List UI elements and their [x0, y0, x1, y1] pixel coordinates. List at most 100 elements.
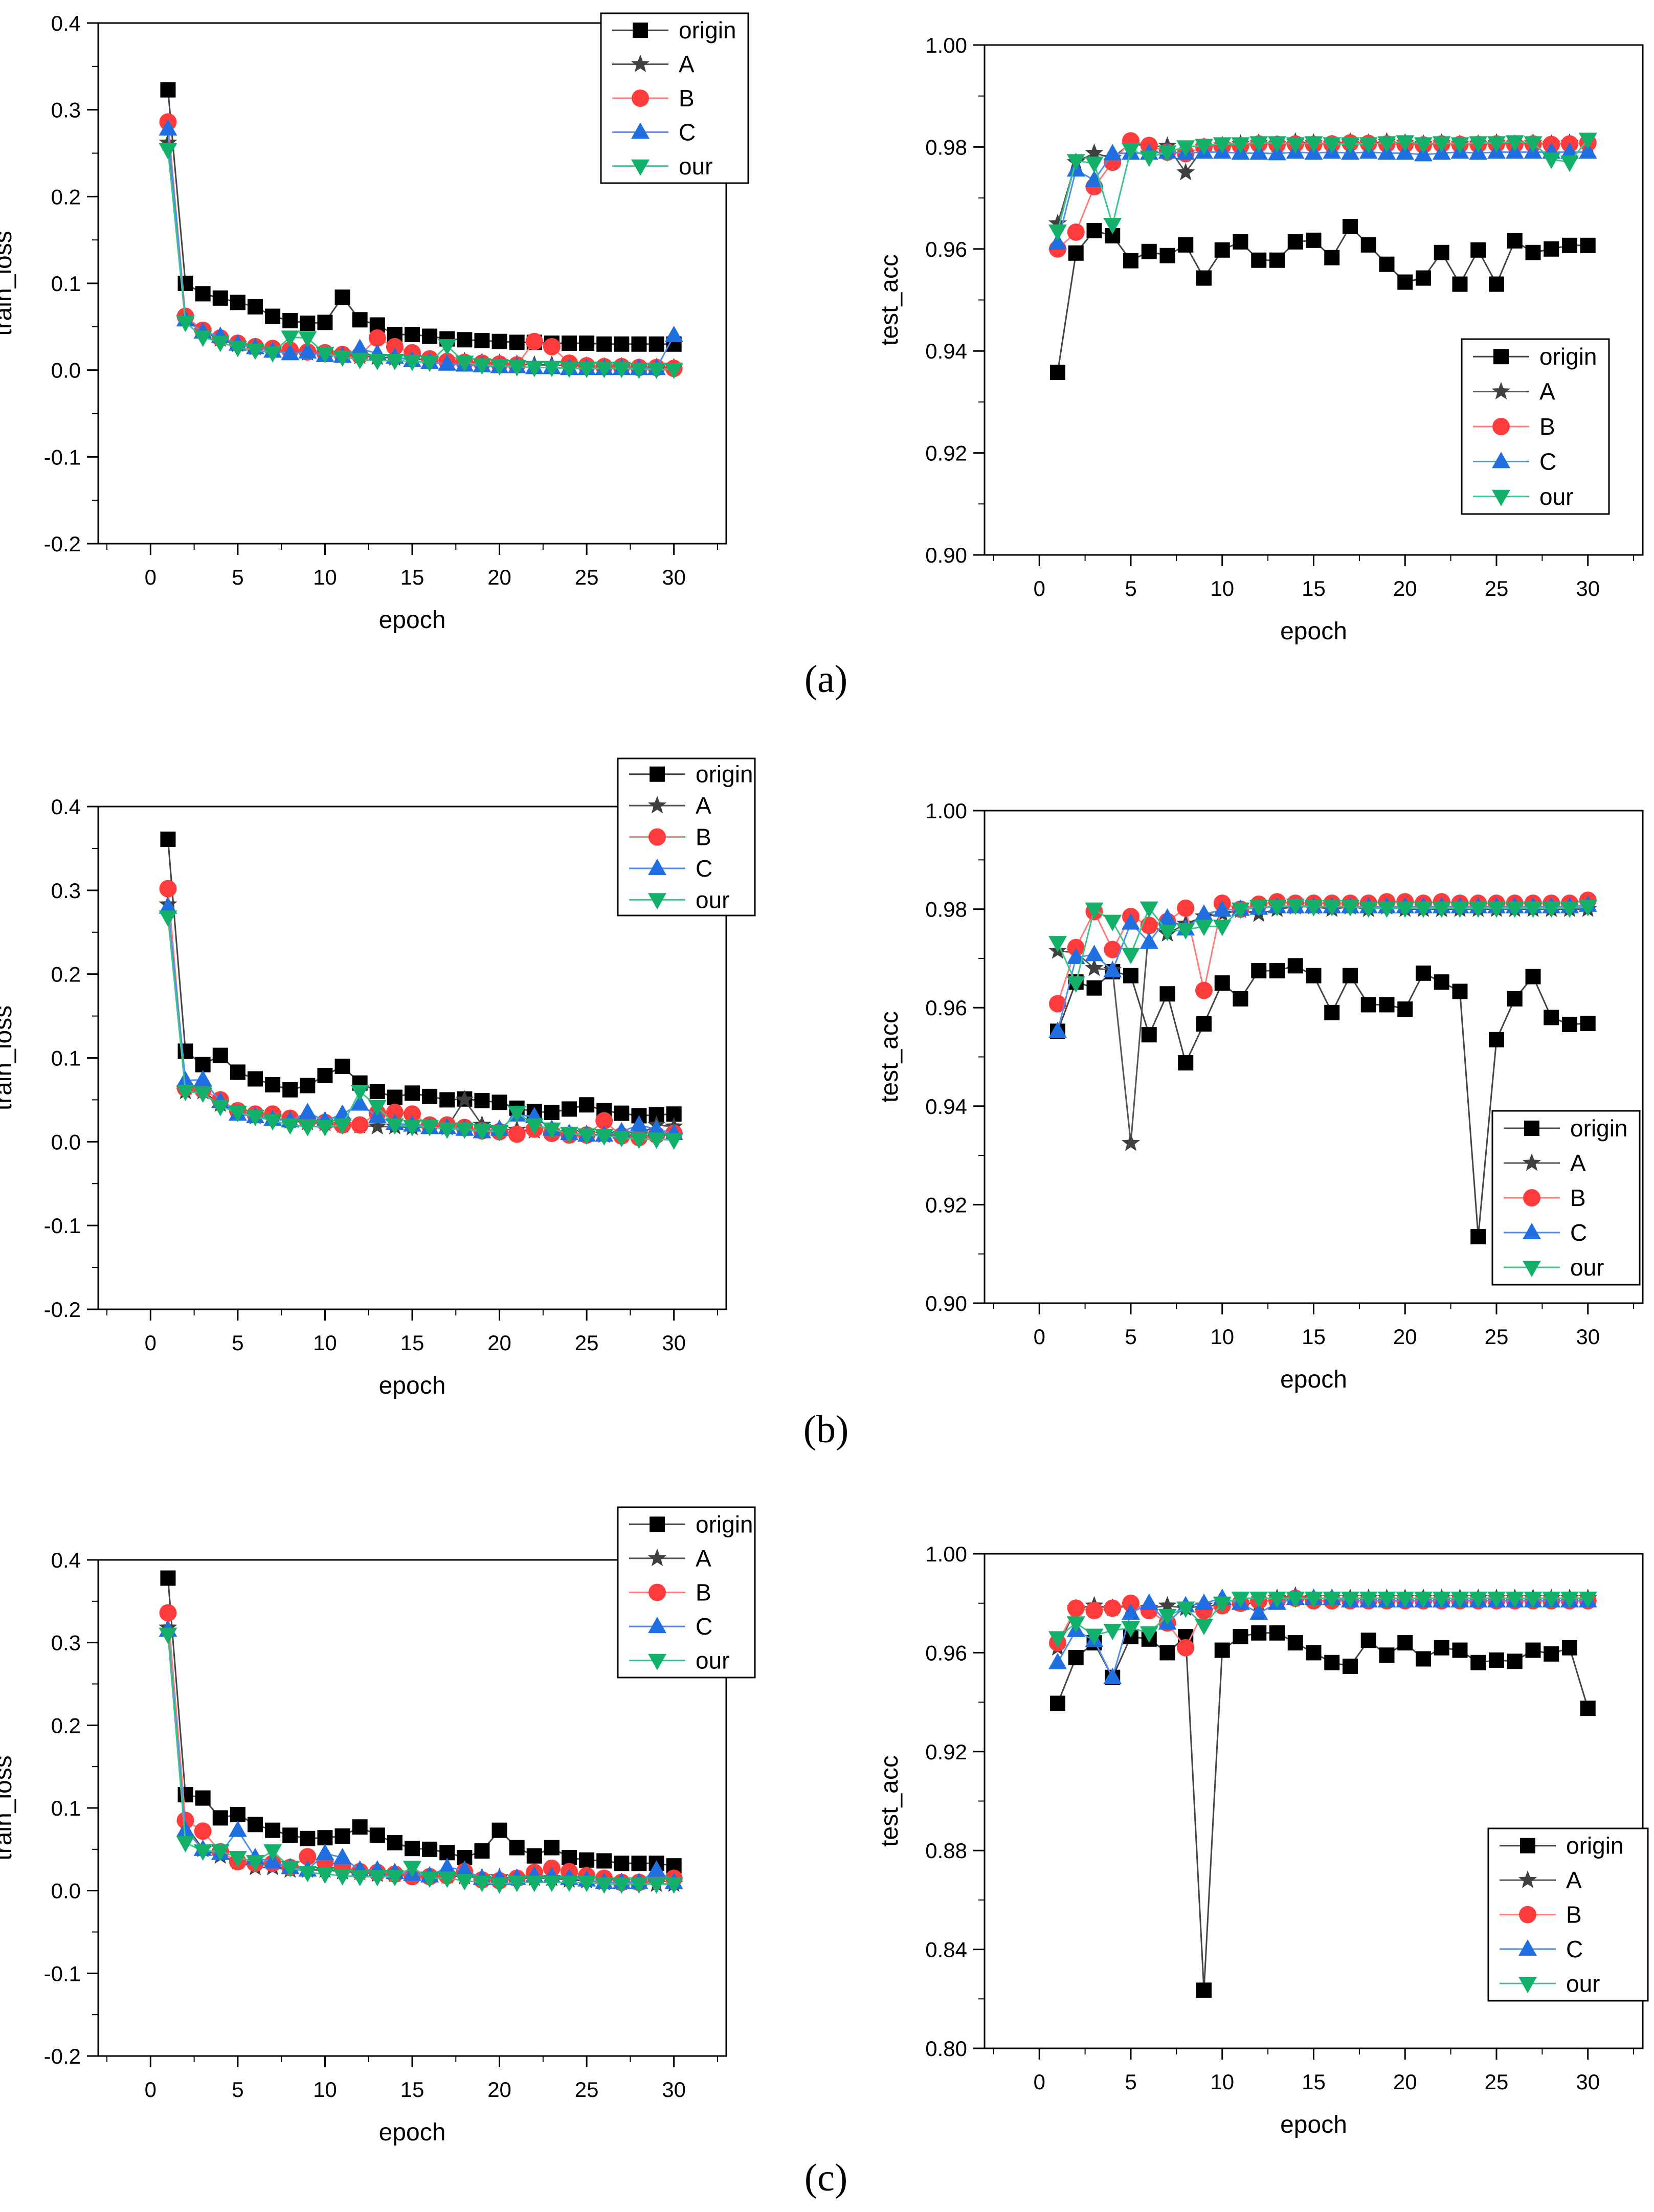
x-axis-title: epoch: [1280, 618, 1347, 645]
point-our: [228, 1105, 247, 1122]
y-tick-label: 0.90: [925, 543, 967, 567]
legend-label-origin: origin: [679, 17, 736, 43]
point-our: [350, 1870, 369, 1887]
series-line-C: [1057, 151, 1588, 243]
point-origin: [300, 316, 316, 331]
point-origin: [1086, 222, 1102, 238]
point-B: [176, 1812, 194, 1829]
point-origin: [1178, 1055, 1194, 1071]
point-our: [542, 361, 561, 377]
point-our: [1396, 1592, 1415, 1608]
y-tick-label: -0.2: [44, 2044, 81, 2068]
point-A: [1048, 214, 1067, 232]
legend-marker-C: [648, 1617, 666, 1634]
point-our: [612, 1131, 631, 1148]
point-origin: [160, 1570, 176, 1586]
point-our: [246, 343, 264, 360]
x-tick-label: 0: [1034, 2070, 1045, 2094]
x-tick-label: 5: [232, 565, 243, 589]
point-origin: [1397, 274, 1413, 290]
point-origin: [177, 276, 193, 291]
legend-label-A: A: [679, 51, 695, 78]
point-origin: [1251, 1625, 1267, 1641]
x-tick-label: 30: [662, 2077, 686, 2102]
x-axis-title: epoch: [1280, 1366, 1347, 1393]
y-axis-title: train_loss: [0, 1006, 17, 1110]
point-our: [1359, 901, 1378, 918]
legend-label-our: our: [679, 153, 712, 180]
point-our: [1560, 155, 1579, 172]
point-our: [1469, 901, 1488, 918]
point-origin: [1086, 980, 1102, 996]
point-our: [1578, 900, 1597, 917]
point-origin: [1159, 1645, 1175, 1661]
point-our: [612, 1877, 631, 1894]
point-B: [194, 1822, 212, 1840]
point-origin: [544, 1104, 560, 1120]
point-origin: [1251, 252, 1267, 268]
y-tick-label: 0.92: [925, 1740, 967, 1764]
point-C: [350, 339, 369, 355]
y-tick-label: 1.00: [925, 1542, 967, 1566]
legend-label-B: B: [1566, 1902, 1582, 1928]
point-our: [263, 1114, 282, 1131]
point-origin: [282, 312, 298, 328]
point-our: [1103, 217, 1122, 234]
legend-label-our: our: [1570, 1254, 1604, 1281]
point-origin: [387, 1835, 403, 1850]
point-origin: [1269, 252, 1285, 268]
point-C: [455, 1860, 474, 1877]
point-origin: [1525, 1642, 1541, 1658]
point-B: [159, 1604, 177, 1622]
point-our: [1066, 154, 1085, 171]
point-B: [1177, 1639, 1195, 1657]
x-tick-label: 25: [575, 2077, 599, 2102]
point-our: [1304, 136, 1323, 153]
point-our: [1122, 1621, 1140, 1638]
point-origin: [1269, 1625, 1285, 1641]
legend-marker-B: [1492, 418, 1510, 435]
point-our: [1432, 136, 1451, 153]
point-C: [176, 1820, 195, 1837]
point-our: [263, 1844, 282, 1861]
x-tick-label: 0: [145, 565, 157, 589]
x-tick-label: 20: [487, 565, 511, 589]
x-tick-label: 5: [232, 2077, 243, 2102]
chart-b-right: 0 5 10 15 20 25 30 0.90 0.92 0.94 0.96 0.98 1.00 epoc…: [876, 799, 1644, 1393]
legend-label-our: our: [696, 1647, 729, 1674]
point-our: [438, 1122, 457, 1139]
point-our: [316, 1120, 334, 1136]
point-our: [507, 360, 526, 376]
point-our: [1377, 1592, 1396, 1608]
point-origin: [1507, 233, 1523, 249]
point-C: [1139, 1593, 1158, 1610]
x-axis-title: epoch: [379, 607, 446, 634]
point-origin: [300, 1078, 316, 1093]
point-C: [1122, 913, 1140, 930]
point-our: [1341, 137, 1359, 154]
point-our: [1213, 920, 1232, 936]
point-origin: [562, 336, 577, 351]
point-our: [1213, 137, 1232, 154]
point-C: [298, 342, 317, 359]
legend-marker-B: [1523, 1189, 1540, 1206]
x-axis: 0 5 10 15 20 25 30: [993, 2048, 1635, 2094]
point-our: [1542, 901, 1561, 918]
point-C: [316, 1843, 334, 1860]
point-our: [1286, 137, 1305, 154]
point-our: [542, 1122, 561, 1139]
point-our: [1487, 1592, 1506, 1608]
y-tick-label: 0.94: [925, 1094, 967, 1119]
point-B: [386, 1103, 404, 1121]
x-axis-title: epoch: [379, 2119, 446, 2146]
point-our: [316, 1867, 334, 1884]
series-line-our: [167, 149, 674, 370]
point-our: [420, 1871, 439, 1888]
x-tick-label: 25: [1485, 1325, 1509, 1349]
point-A: [1085, 958, 1104, 976]
point-our: [420, 1120, 439, 1136]
y-tick-label: 0.88: [925, 1839, 967, 1863]
legend-label-C: C: [696, 1613, 712, 1640]
